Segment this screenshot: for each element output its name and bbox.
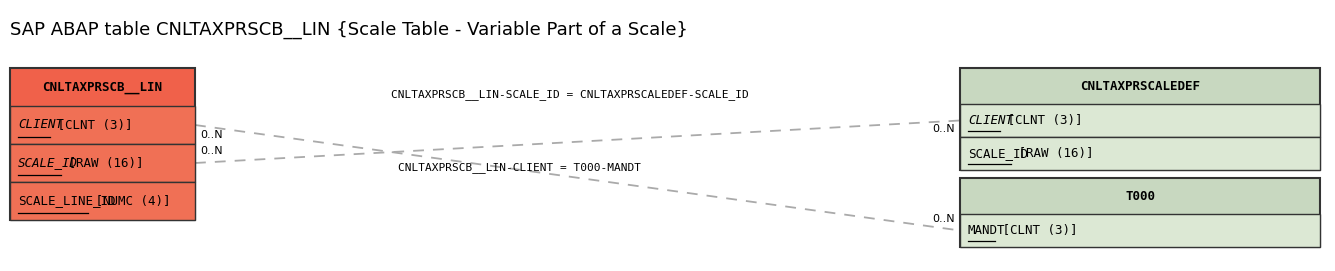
FancyBboxPatch shape — [9, 144, 195, 182]
Text: CNLTAXPRSCB__LIN-CLIENT = T000-MANDT: CNLTAXPRSCB__LIN-CLIENT = T000-MANDT — [399, 163, 642, 173]
Text: CNLTAXPRSCB__LIN: CNLTAXPRSCB__LIN — [43, 80, 163, 93]
FancyBboxPatch shape — [9, 106, 195, 144]
Text: 0..N: 0..N — [932, 124, 955, 134]
Text: [NUMC (4)]: [NUMC (4)] — [88, 195, 171, 208]
FancyBboxPatch shape — [9, 68, 195, 220]
Text: [RAW (16)]: [RAW (16)] — [1011, 147, 1093, 160]
FancyBboxPatch shape — [960, 178, 1320, 247]
Text: CLIENT: CLIENT — [968, 114, 1013, 127]
Text: [CLNT (3)]: [CLNT (3)] — [1000, 114, 1083, 127]
Text: MANDT: MANDT — [968, 224, 1005, 237]
FancyBboxPatch shape — [960, 68, 1320, 170]
Text: CLIENT: CLIENT — [17, 118, 63, 131]
Text: T000: T000 — [1125, 189, 1155, 202]
Text: [CLNT (3)]: [CLNT (3)] — [51, 118, 134, 131]
Text: SCALE_LINE_ID: SCALE_LINE_ID — [17, 195, 116, 208]
FancyBboxPatch shape — [960, 104, 1320, 137]
Text: CNLTAXPRSCALEDEF: CNLTAXPRSCALEDEF — [1080, 79, 1200, 92]
FancyBboxPatch shape — [960, 214, 1320, 247]
FancyBboxPatch shape — [960, 137, 1320, 170]
Text: SCALE_ID: SCALE_ID — [17, 156, 77, 169]
FancyBboxPatch shape — [9, 182, 195, 220]
Text: [RAW (16)]: [RAW (16)] — [61, 156, 144, 169]
Text: 0..N: 0..N — [200, 146, 223, 156]
Text: 0..N: 0..N — [200, 130, 223, 140]
Text: SCALE_ID: SCALE_ID — [968, 147, 1028, 160]
Text: [CLNT (3)]: [CLNT (3)] — [995, 224, 1077, 237]
Text: SAP ABAP table CNLTAXPRSCB__LIN {Scale Table - Variable Part of a Scale}: SAP ABAP table CNLTAXPRSCB__LIN {Scale T… — [9, 21, 688, 39]
Text: 0..N: 0..N — [932, 214, 955, 224]
Text: CNLTAXPRSCB__LIN-SCALE_ID = CNLTAXPRSCALEDEF-SCALE_ID: CNLTAXPRSCB__LIN-SCALE_ID = CNLTAXPRSCAL… — [391, 89, 749, 101]
